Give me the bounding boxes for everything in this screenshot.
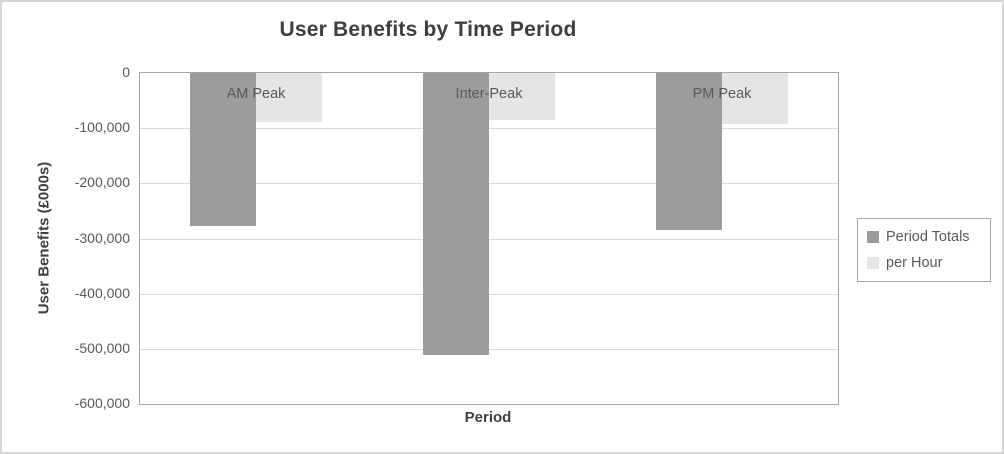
y-tick-label: -400,000 [74, 285, 130, 301]
legend-item-period-totals: Period Totals [867, 229, 990, 245]
y-tick-label: -500,000 [74, 340, 130, 356]
x-category-label-inter-peak: Inter-Peak [455, 86, 523, 102]
x-category-label-pm-peak: PM Peak [692, 86, 752, 102]
chart-title: User Benefits by Time Period [279, 18, 577, 41]
y-tick-label: -200,000 [74, 174, 130, 190]
bar-per-hour-am-peak [256, 73, 322, 122]
plot-area: AM Peak Inter-Peak PM Peak [139, 72, 839, 405]
legend-item-per-hour: per Hour [867, 255, 990, 271]
y-tick-label: 0 [122, 64, 130, 80]
legend-label: per Hour [886, 255, 943, 271]
bar-per-hour-pm-peak [722, 73, 788, 124]
gridline [140, 128, 838, 129]
bar-period-totals-am-peak [190, 73, 256, 226]
bar-period-totals-pm-peak [656, 73, 722, 230]
bar-period-totals-inter-peak [423, 73, 489, 355]
y-tick-label: -300,000 [74, 230, 130, 246]
legend: Period Totals per Hour [857, 218, 991, 282]
legend-label: Period Totals [886, 229, 970, 245]
gridline [140, 349, 838, 350]
legend-swatch-icon [867, 231, 879, 243]
gridline [140, 294, 838, 295]
y-tick-label: -600,000 [74, 395, 130, 411]
y-tick-label: -100,000 [74, 119, 130, 135]
legend-swatch-icon [867, 257, 879, 269]
gridline [140, 239, 838, 240]
x-category-label-am-peak: AM Peak [226, 86, 286, 102]
gridline [140, 183, 838, 184]
x-axis-title: Period [464, 409, 512, 426]
bar-per-hour-inter-peak [489, 73, 555, 120]
